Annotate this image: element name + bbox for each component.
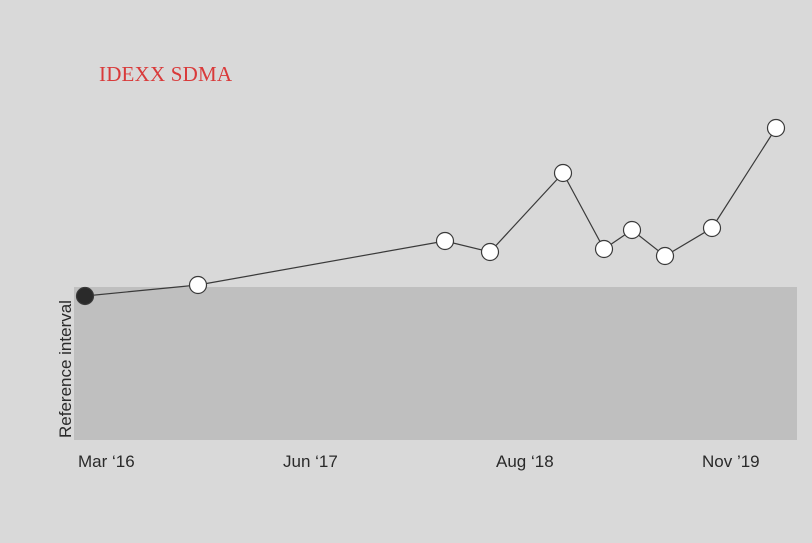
chart-canvas: Reference interval IDEXX SDMA Mar ‘16Jun…	[0, 0, 812, 543]
data-point	[190, 277, 207, 294]
data-point	[768, 120, 785, 137]
x-tick-label: Nov ’19	[702, 452, 760, 472]
x-tick-label: Mar ‘16	[78, 452, 135, 472]
data-point	[657, 248, 674, 265]
data-point	[77, 288, 94, 305]
x-tick-label: Aug ‘18	[496, 452, 554, 472]
x-tick-label: Jun ‘17	[283, 452, 338, 472]
data-point	[437, 233, 454, 250]
data-point	[555, 165, 572, 182]
data-point	[704, 220, 721, 237]
data-point	[624, 222, 641, 239]
data-point	[482, 244, 499, 261]
trend-line	[85, 128, 776, 296]
data-point	[596, 241, 613, 258]
